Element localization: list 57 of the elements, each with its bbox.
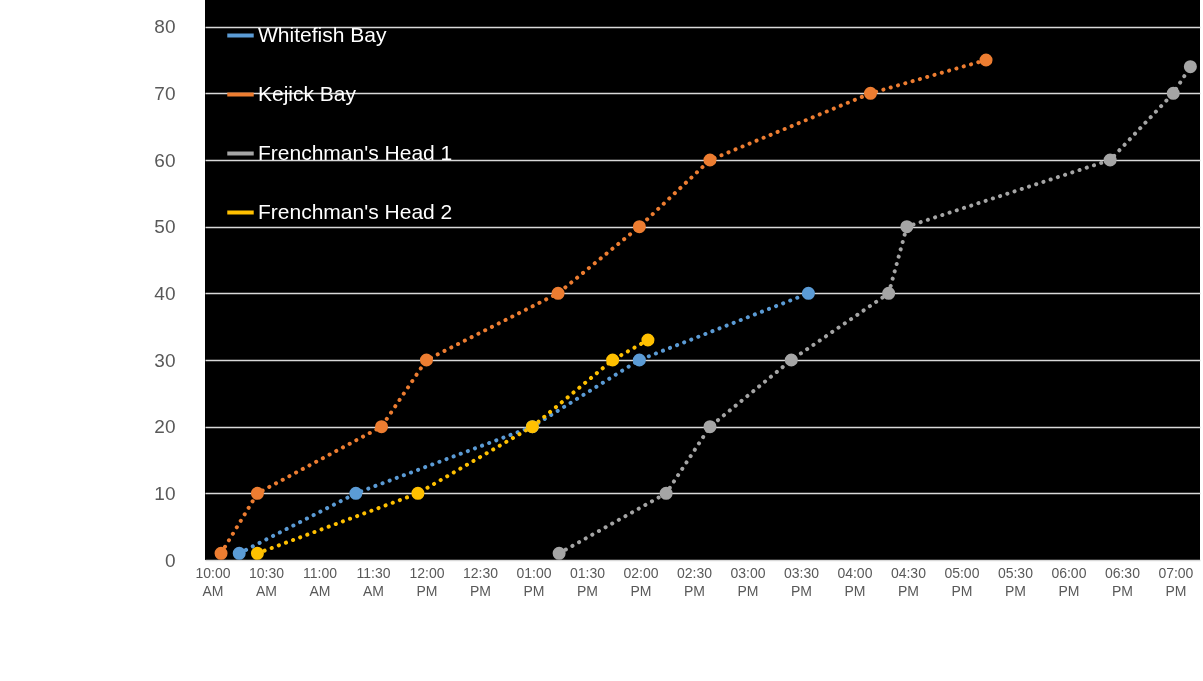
y-tick-label: 80 bbox=[154, 16, 176, 38]
x-tick-label: 04:30 PM bbox=[890, 564, 927, 599]
point bbox=[1183, 60, 1197, 74]
x-tick-label: 10:00 AM bbox=[195, 564, 231, 599]
legend-label: Frenchman's Head 2 bbox=[258, 199, 453, 223]
point bbox=[214, 546, 228, 560]
x-tick-label: 03:30 PM bbox=[783, 564, 820, 599]
x-tick-label: 10:30 AM bbox=[248, 564, 285, 599]
point bbox=[703, 153, 717, 167]
x-tick-label: 01:30 PM bbox=[569, 564, 606, 599]
point bbox=[784, 353, 798, 367]
x-tick-label: 02:00 PM bbox=[623, 564, 659, 599]
y-tick-label: 30 bbox=[154, 349, 176, 371]
x-tick-label: 11:30 AM bbox=[356, 564, 391, 599]
x-tick-label: 01:00 PM bbox=[516, 564, 552, 599]
point bbox=[900, 220, 914, 234]
legend-label: Frenchman's Head 1 bbox=[258, 140, 453, 164]
point bbox=[250, 486, 264, 500]
y-tick-label: 20 bbox=[154, 416, 176, 438]
point bbox=[349, 486, 363, 500]
point bbox=[232, 546, 246, 560]
point bbox=[551, 286, 565, 300]
point bbox=[250, 546, 264, 560]
point bbox=[632, 220, 646, 234]
y-tick-label: 40 bbox=[154, 282, 176, 304]
x-tick-label: 12:00 PM bbox=[409, 564, 445, 599]
point bbox=[979, 53, 993, 67]
x-tick-label: 04:00 PM bbox=[837, 564, 873, 599]
point bbox=[411, 486, 425, 500]
point bbox=[1166, 86, 1180, 100]
x-tick-label: 05:30 PM bbox=[997, 564, 1034, 599]
y-tick-label: 10 bbox=[154, 482, 176, 504]
y-tick-label: 60 bbox=[154, 149, 176, 171]
x-tick-label: 07:00 PM bbox=[1158, 564, 1194, 599]
point bbox=[863, 86, 877, 100]
y-tick-label: 0 bbox=[164, 549, 176, 571]
x-tick-label: 12:30 PM bbox=[462, 564, 499, 599]
y-tick-label: 50 bbox=[154, 216, 176, 238]
point bbox=[882, 286, 896, 300]
point bbox=[632, 353, 646, 367]
point bbox=[552, 546, 566, 560]
point bbox=[375, 420, 389, 434]
point bbox=[641, 333, 655, 347]
point bbox=[606, 353, 620, 367]
point bbox=[801, 286, 815, 300]
x-tick-label: 11:00 AM bbox=[302, 564, 338, 599]
point bbox=[659, 486, 673, 500]
y-tick-label: 70 bbox=[154, 82, 176, 104]
x-tick-label: 02:30 PM bbox=[676, 564, 713, 599]
x-tick-label: 06:00 PM bbox=[1051, 564, 1087, 599]
x-tick-label: 03:00 PM bbox=[730, 564, 766, 599]
x-tick-label: 06:30 PM bbox=[1104, 564, 1141, 599]
point bbox=[1103, 153, 1117, 167]
point bbox=[703, 420, 717, 434]
point bbox=[419, 353, 433, 367]
legend-label: Whitefish Bay bbox=[258, 22, 387, 46]
x-tick-label: 05:00 PM bbox=[944, 564, 980, 599]
